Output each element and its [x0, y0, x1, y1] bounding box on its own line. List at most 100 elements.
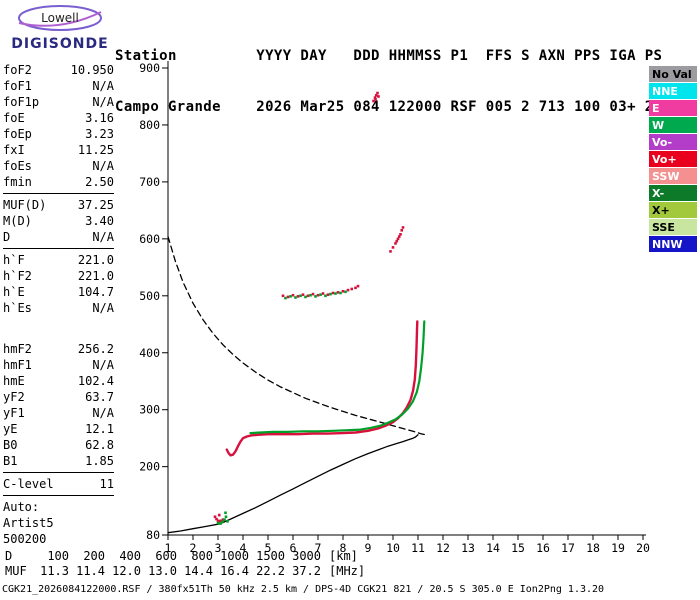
param-value: N/A — [92, 301, 114, 315]
param-label: h`F2 — [3, 269, 32, 283]
x-tick-label: 12 — [436, 541, 450, 555]
legend-item-x-: X- — [649, 185, 697, 201]
y-tick-label: 500 — [139, 289, 160, 303]
param-group-confidence: C-level 11 — [3, 476, 114, 496]
param-value: 37.25 — [77, 198, 114, 212]
param-label: Auto: — [3, 500, 40, 514]
param-row: 500200 — [3, 531, 114, 547]
echo-dot-second_hop_o_trace — [336, 291, 340, 294]
echo-dot-second_hop_x_trace — [339, 291, 342, 295]
param-label: MUF(D) — [3, 198, 47, 212]
echo-dot-second_hop_o_trace — [311, 292, 315, 296]
param-row: Artist5 — [3, 515, 114, 531]
y-tick-label: 900 — [139, 61, 160, 75]
param-label: B0 — [3, 438, 18, 452]
legend-item-x-: X+ — [649, 202, 697, 218]
echo-dot-e_region_x_echoes — [224, 511, 227, 515]
param-value: N/A — [92, 79, 114, 93]
measurement-footer: CGK21_2026084122000.RSF / 380fx51Th 50 k… — [2, 584, 605, 595]
echo-dot-e_region_o_echoes — [221, 518, 225, 521]
param-row: hmF1 N/A — [3, 357, 114, 373]
lowell-digisonde-logo: Lowell DIGISONDE — [6, 4, 114, 52]
distance-row-value: 1000 — [220, 549, 249, 563]
x-tick-label: 10 — [386, 541, 400, 555]
echo-dot-e_region_x_echoes — [221, 520, 224, 524]
y-tick-label: 700 — [139, 175, 160, 189]
param-label: fmin — [3, 175, 32, 189]
y-tick-label: 800 — [139, 118, 160, 132]
echo-dot-second_hop_o_trace — [341, 289, 345, 293]
echo-dot-e_region_o_echoes — [218, 520, 221, 523]
param-value: N/A — [92, 230, 114, 244]
param-group-profile: hmF2 256.2 hmF1 N/A hmE 102.4 yF2 63.7 yF1 N/A yE 1… — [3, 341, 114, 473]
muf-row-label: MUF — [5, 564, 27, 578]
legend-item-vo-: Vo- — [649, 134, 697, 150]
muf-row-value: 22.2 — [256, 564, 285, 578]
echo-dot-multiple_hop_spread_echoes — [374, 98, 377, 101]
param-row: fmin 2.50 — [3, 174, 114, 190]
param-value: 10.950 — [70, 63, 114, 77]
echo-dot-second_hop_o_trace — [321, 292, 325, 295]
param-row: M(D) 3.40 — [3, 213, 114, 229]
param-row: B1 1.85 — [3, 453, 114, 469]
echo-dot-second_hop_o_trace — [291, 293, 295, 297]
distance-row-label: D — [5, 549, 13, 563]
param-label: foF1p — [3, 95, 40, 109]
distance-row-value: 400 — [119, 549, 141, 563]
y-tick-label: 80 — [146, 528, 160, 542]
echo-dot-e_region_x_echoes — [223, 518, 226, 521]
x-tick-label: 7 — [315, 541, 322, 555]
x-tick-label: 2 — [190, 541, 197, 555]
distance-row-value: 3000 — [292, 549, 321, 563]
muf-row-value: 11.3 — [40, 564, 69, 578]
legend-item-e: E — [649, 100, 697, 116]
param-group-virtual-heights: h`F 221.0 h`F2 221.0 h`E 104.7 h`Es N/A — [3, 252, 114, 319]
param-value: 104.7 — [77, 285, 114, 299]
param-row: foF1 N/A — [3, 78, 114, 94]
trace-muf_transmission_curve — [167, 235, 429, 436]
param-value: 221.0 — [77, 253, 114, 267]
legend-item-w: W — [649, 117, 697, 133]
param-row: yF1 N/A — [3, 405, 114, 421]
param-label: foF1 — [3, 79, 32, 93]
param-row: fxI 11.25 — [3, 142, 114, 158]
param-value: 221.0 — [77, 269, 114, 283]
echo-dot-second_hop_cusp_echoes — [400, 229, 404, 232]
param-row: Auto: — [3, 499, 114, 515]
legend-item-vo-: Vo+ — [649, 151, 697, 167]
echo-dot-second_hop_o_trace — [316, 293, 320, 297]
param-value: N/A — [92, 159, 114, 173]
param-label: foE — [3, 111, 25, 125]
trace-x_mode_f_trace — [249, 320, 426, 435]
param-row: foF1p N/A — [3, 94, 114, 110]
x-tick-label: 5 — [265, 541, 272, 555]
param-row: foEp 3.23 — [3, 126, 114, 142]
param-row: hmE 102.4 — [3, 373, 114, 389]
echo-dot-second_hop_cusp_echoes — [394, 242, 397, 245]
param-label: M(D) — [3, 214, 32, 228]
logo-brand-bottom: DIGISONDE — [11, 36, 109, 52]
param-label: h`Es — [3, 301, 32, 315]
y-tick-label: 300 — [139, 403, 160, 417]
echo-dot-second_hop_o_trace — [296, 295, 300, 298]
param-row: foE 3.16 — [3, 110, 114, 126]
echo-dot-second_hop_x_trace — [299, 294, 302, 298]
echo-dot-e_region_o_echoes — [215, 517, 218, 521]
echo-dot-second_hop_o_trace — [350, 287, 354, 291]
param-row: D N/A — [3, 229, 114, 245]
distance-row-unit: [km] — [329, 549, 358, 563]
param-row: C-level 11 — [3, 476, 114, 492]
param-label: foF2 — [3, 63, 32, 77]
param-row: yE 12.1 — [3, 421, 114, 437]
distance-row-value: 600 — [155, 549, 177, 563]
param-row: B0 62.8 — [3, 437, 114, 453]
x-tick-label: 20 — [636, 541, 650, 555]
parameter-panel: foF2 10.950 foF1 N/A foF1p N/A foE 3.16 foEp 3.23… — [3, 62, 114, 553]
param-label: foEp — [3, 127, 32, 141]
param-value: N/A — [92, 358, 114, 372]
muf-row-unit: [MHz] — [329, 564, 366, 578]
param-label: B1 — [3, 454, 18, 468]
echo-dot-e_region_x_echoes — [224, 515, 228, 519]
param-label: C-level — [3, 477, 54, 491]
